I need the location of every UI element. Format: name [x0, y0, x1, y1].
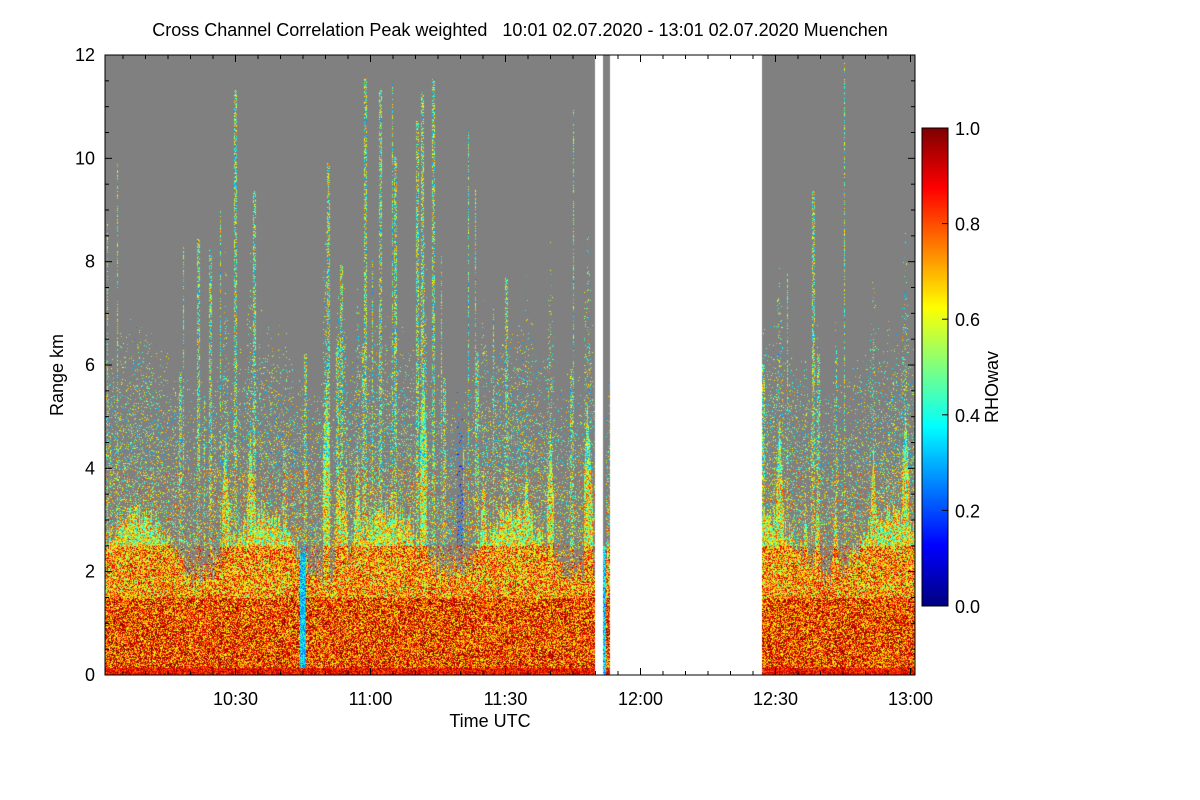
heatmap-image: [105, 55, 915, 675]
x-tick-label: 13:00: [888, 689, 933, 709]
y-tick-label: 10: [75, 148, 95, 168]
y-tick-label: 6: [85, 355, 95, 375]
x-tick-label: 10:30: [213, 689, 258, 709]
y-axis-label: Range km: [47, 334, 67, 416]
y-tick-label: 8: [85, 252, 95, 272]
colorbar: 0.0 0.2 0.4 0.6 0.8 1.0 RHOwav: [921, 119, 1002, 617]
colorbar-axis: 0.0 0.2 0.4 0.6 0.8 1.0 RHOwav: [921, 119, 1002, 617]
colorbar-tick-label: 1.0: [955, 119, 980, 139]
colorbar-tick-label: 0.2: [955, 501, 980, 521]
y-tick-label: 2: [85, 562, 95, 582]
colorbar-gradient: [922, 128, 948, 606]
plot-axes: 10:30 11:00 11:30 12:00 12:30 13:00 0 2 4 6 8 10 12 T…: [47, 45, 933, 731]
y-tick-label: 4: [85, 458, 95, 478]
colorbar-frame: [921, 127, 949, 607]
x-tick-label: 12:00: [618, 689, 663, 709]
x-tick-label: 11:30: [484, 689, 528, 709]
colorbar-label: RHOwav: [982, 351, 1002, 423]
plot-frame: [104, 54, 916, 676]
chart-title: Cross Channel Correlation Peak weighted …: [152, 20, 888, 40]
colorbar-tick-label: 0.8: [955, 215, 980, 235]
x-tick-label: 12:30: [753, 689, 798, 709]
y-tick-label: 12: [75, 45, 95, 65]
y-tick-label: 0: [85, 665, 95, 685]
plot-area: 10:30 11:00 11:30 12:00 12:30 13:00 0 2 4 6 8 10 12 T…: [47, 45, 933, 731]
colorbar-tick-label: 0.4: [955, 406, 980, 426]
x-tick-label: 11:00: [349, 689, 393, 709]
x-axis-label: Time UTC: [449, 711, 530, 731]
colorbar-tick-label: 0.0: [955, 597, 980, 617]
colorbar-tick-label: 0.6: [955, 310, 980, 330]
